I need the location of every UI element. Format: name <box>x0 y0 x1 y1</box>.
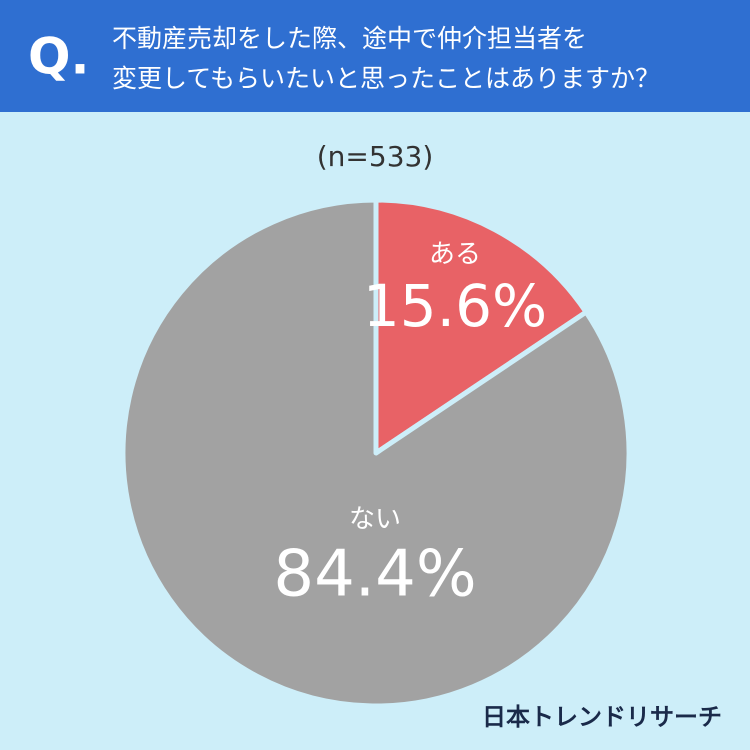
slice-category-label: ない <box>349 505 401 535</box>
question-mark: Q. <box>28 28 90 86</box>
brand: 日本トレンドリサーチ <box>482 703 722 731</box>
pie-slice <box>373 197 589 456</box>
pie-slice <box>120 197 632 709</box>
header <box>0 0 750 112</box>
slice-value-label: 15.6% <box>363 272 547 340</box>
title-line: 不動産売却をした際、途中で仲介担当者を <box>112 24 587 53</box>
slice-category-label: ある <box>429 240 481 270</box>
slice-value-label: 84.4% <box>273 538 476 612</box>
title-line: 変更してもらいたいと思ったことはありますか？ <box>112 64 660 93</box>
subtitle: (n=533) <box>317 140 434 173</box>
